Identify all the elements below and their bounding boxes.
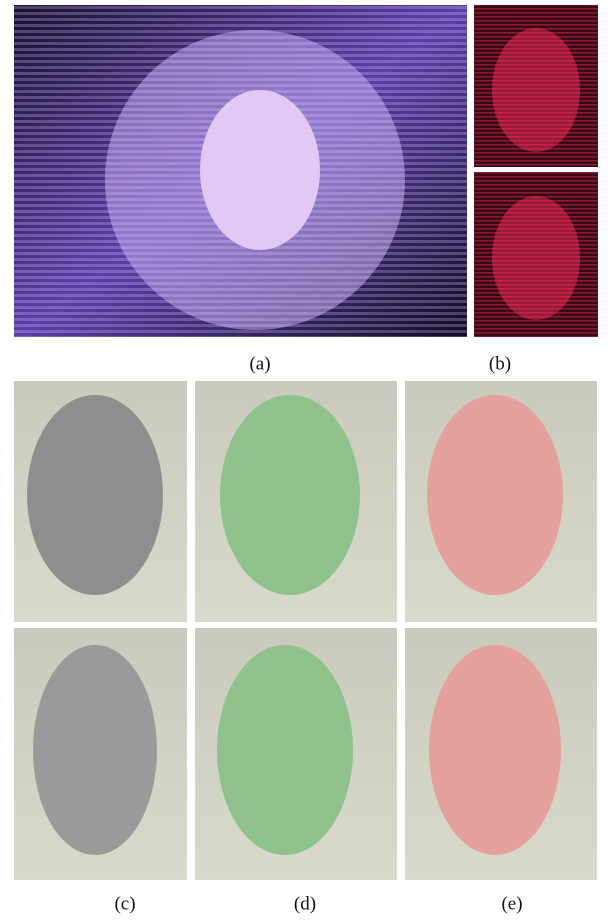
page: (a) (b) (c) (d) (e) (() => { const data … <box>0 0 608 919</box>
caption: (e) <box>501 893 522 914</box>
photo-a <box>14 5 467 337</box>
caption: (c) <box>114 893 135 914</box>
photo-b <box>474 5 598 337</box>
caption: (d) <box>294 893 316 914</box>
figure: (a) (b) (c) (d) (e) <box>0 0 608 919</box>
renderings <box>14 381 597 880</box>
caption: (b) <box>489 353 511 374</box>
caption: (a) <box>249 353 270 374</box>
